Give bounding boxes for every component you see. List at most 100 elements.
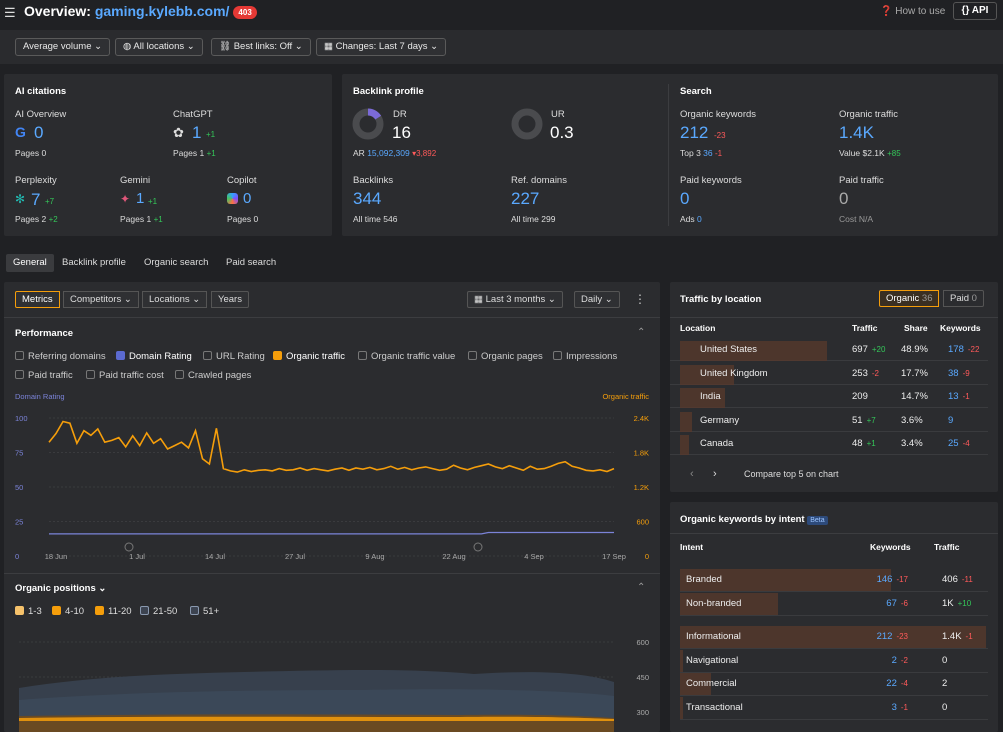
gemini-label: Gemini	[120, 175, 151, 186]
metric-option[interactable]: Organic pages	[468, 351, 543, 362]
location-row[interactable]: India 209 14.7% 13 -1	[670, 386, 988, 408]
y-right-tick: 1.2K	[634, 483, 649, 492]
y-right-tick: 0	[645, 552, 649, 561]
more-options-icon[interactable]: ⋮	[634, 292, 646, 306]
ref-domains-value[interactable]: 227	[511, 189, 540, 208]
ads-value[interactable]: 0	[697, 214, 702, 224]
compare-top5-link[interactable]: Compare top 5 on chart	[744, 469, 839, 479]
best-links-dropdown[interactable]: ⛓ Best links: Off ⌄	[211, 38, 311, 56]
value-amount: $2.1K	[862, 148, 885, 158]
domain-link[interactable]: gaming.kylebb.com/	[94, 3, 230, 19]
checkbox-icon	[52, 606, 61, 615]
locations-dropdown[interactable]: ◍ All locations ⌄	[115, 38, 203, 56]
metric-option[interactable]: Impressions	[553, 351, 617, 362]
changes-dropdown[interactable]: ▦ Changes: Last 7 days ⌄	[316, 38, 447, 56]
intent-keywords-change: -6	[900, 599, 908, 608]
intent-row[interactable]: Informational 212 -23 1.4K -1	[680, 626, 988, 649]
position-legend-item[interactable]: 4-10	[52, 606, 84, 617]
metric-option-label: Paid traffic	[28, 370, 73, 381]
tab-organic-search[interactable]: Organic search	[144, 257, 209, 268]
gemini-value[interactable]: 1	[136, 190, 145, 207]
collapse-positions-icon[interactable]: ⌃	[637, 582, 646, 593]
position-legend-item[interactable]: 51+	[190, 606, 219, 617]
metric-option[interactable]: Organic traffic value	[358, 351, 455, 362]
paid-toggle[interactable]: Paid 0	[943, 290, 984, 307]
organic-toggle[interactable]: Organic 36	[879, 290, 940, 307]
competitors-chip[interactable]: Competitors ⌄	[63, 291, 139, 308]
ur-donut	[511, 108, 543, 140]
perplexity-value[interactable]: 7	[31, 190, 41, 209]
menu-icon[interactable]: ☰	[4, 5, 16, 20]
metric-option[interactable]: Paid traffic	[15, 370, 73, 381]
intent-row[interactable]: Commercial 22 -4 2	[680, 673, 988, 696]
metric-option[interactable]: Domain Rating	[116, 351, 192, 362]
metric-option[interactable]: Referring domains	[15, 351, 106, 362]
interval-dropdown[interactable]: Daily ⌄	[574, 291, 620, 308]
intent-row[interactable]: Branded 146 -17 406 -11	[680, 569, 988, 592]
perplexity-label: Perplexity	[15, 175, 57, 186]
metrics-chip[interactable]: Metrics	[15, 291, 60, 308]
keywords-change: -9	[962, 368, 970, 378]
location-row[interactable]: United States 697 +20 48.9% 178 -22	[670, 339, 988, 361]
locations-chip[interactable]: Locations ⌄	[142, 291, 208, 308]
organic-traffic-value[interactable]: 1.4K	[839, 123, 874, 142]
x-tick: 14 Jul	[205, 552, 225, 561]
location-row[interactable]: United Kingdom 253 -2 17.7% 38 -9	[670, 363, 988, 385]
pages-label: Pages	[15, 214, 40, 224]
perplexity-pages: Pages 2 +2	[15, 214, 58, 224]
ai-overview-value[interactable]: 0	[34, 123, 44, 142]
organic-toggle-label: Organic	[886, 293, 920, 304]
organic-keywords-value[interactable]: 212	[680, 123, 709, 142]
position-legend-label: 21-50	[153, 606, 178, 617]
api-button[interactable]: {} API	[953, 2, 997, 20]
organic-positions-title[interactable]: Organic positions ⌄	[15, 583, 107, 594]
intent-traffic: 406 -11	[942, 574, 973, 585]
pages-change: +1	[206, 149, 216, 158]
volume-dropdown[interactable]: Average volume ⌄	[15, 38, 111, 56]
how-to-use-link[interactable]: ❓ How to use	[880, 6, 945, 17]
position-legend-item[interactable]: 21-50	[140, 606, 177, 617]
location-row[interactable]: Canada 48 +1 3.4% 25 -4	[670, 433, 988, 455]
annotation-icon[interactable]	[124, 542, 134, 552]
position-legend-item[interactable]: 1-3	[15, 606, 42, 617]
ar-value[interactable]: 15,092,309	[367, 148, 410, 158]
intent-row[interactable]: Non-branded 67 -6 1K +10	[680, 593, 988, 616]
backlinks-value[interactable]: 344	[353, 189, 382, 208]
perplexity-change: +7	[45, 197, 55, 206]
tab-paid-search[interactable]: Paid search	[226, 257, 277, 268]
position-legend-item[interactable]: 11-20	[95, 606, 132, 617]
location-keywords: 9	[948, 415, 953, 426]
location-traffic: 51 +7	[852, 415, 876, 426]
interval-label: Daily	[581, 294, 603, 305]
metric-option[interactable]: Organic traffic	[273, 351, 345, 362]
prev-arrow-icon[interactable]: ‹	[690, 468, 694, 480]
metric-option-label: Referring domains	[28, 351, 106, 362]
keywords-value: 178	[948, 344, 964, 355]
copilot-value[interactable]: 0	[243, 190, 252, 207]
intent-row[interactable]: Transactional 3 -1 0	[680, 697, 988, 720]
location-traffic: 209	[852, 391, 868, 402]
metric-option[interactable]: URL Rating	[203, 351, 265, 362]
top3-value[interactable]: 36	[703, 148, 713, 158]
backlink-search-card	[342, 74, 998, 236]
next-arrow-icon[interactable]: ›	[713, 468, 717, 480]
tab-general[interactable]: General	[6, 254, 54, 272]
metric-option-label: Organic traffic value	[371, 351, 456, 362]
intent-name: Non-branded	[686, 598, 742, 609]
chatgpt-value[interactable]: 1	[192, 123, 202, 142]
collapse-icon[interactable]: ⌃	[637, 327, 646, 338]
gemini-change: +1	[148, 197, 158, 206]
annotation-icon[interactable]	[473, 542, 483, 552]
metric-option[interactable]: Paid traffic cost	[86, 370, 164, 381]
location-row[interactable]: Germany 51 +7 3.6% 9	[670, 410, 988, 432]
paid-keywords-value[interactable]: 0	[680, 189, 690, 208]
tab-backlink-profile[interactable]: Backlink profile	[62, 257, 126, 268]
pages-change: +1	[153, 215, 163, 224]
intent-keywords-value: 67	[886, 598, 897, 609]
intent-row[interactable]: Navigational 2 -2 0	[680, 650, 988, 673]
dr-value[interactable]: 16	[392, 123, 411, 142]
metric-option[interactable]: Crawled pages	[175, 370, 251, 381]
years-chip[interactable]: Years	[211, 291, 249, 308]
traffic-value: 51	[852, 414, 863, 426]
range-dropdown[interactable]: ▦ Last 3 months ⌄	[467, 291, 563, 308]
